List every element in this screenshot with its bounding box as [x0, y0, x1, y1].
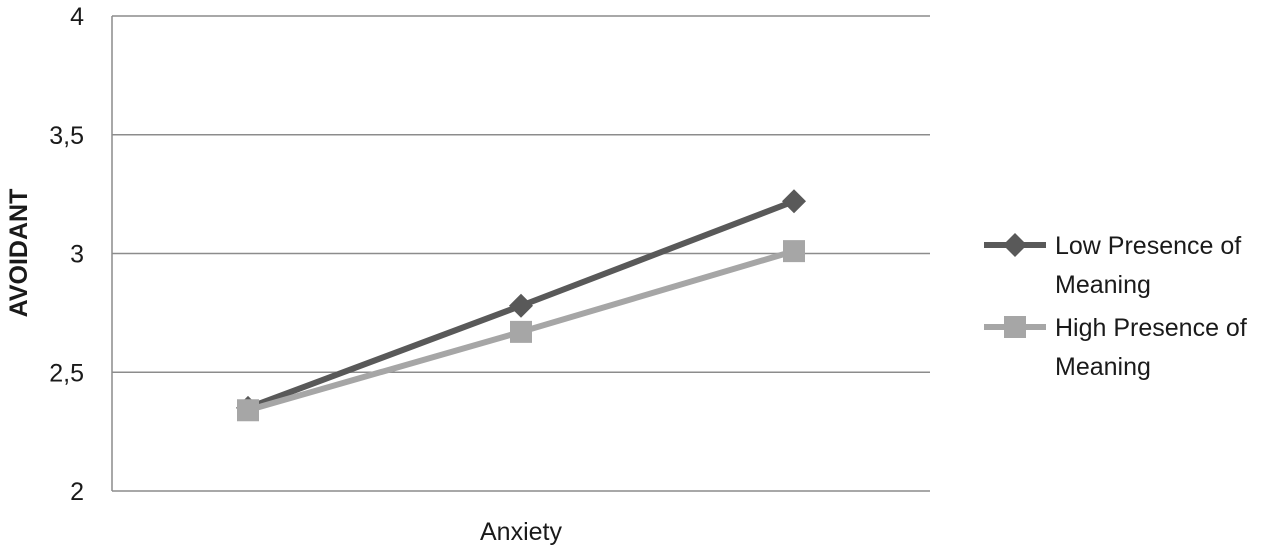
legend-label: Meaning — [1055, 353, 1151, 381]
data-point-marker — [237, 399, 259, 422]
legend-entry-2: High Presence of Meaning — [984, 314, 1247, 381]
legend-marker — [1003, 233, 1027, 257]
legend-marker — [1004, 316, 1026, 338]
legend-label: High Presence of — [1055, 314, 1247, 342]
y-tick-label: 3 — [70, 241, 84, 269]
legend-label: Low Presence of — [1055, 232, 1241, 260]
legend-entry-1: Low Presence of Meaning — [984, 232, 1241, 299]
y-tick-label: 2,5 — [49, 359, 84, 387]
series-layer — [236, 189, 806, 422]
legend: Low Presence of Meaning High Presence of Me… — [984, 232, 1247, 381]
y-tick-label: 4 — [70, 3, 84, 31]
data-point-marker — [782, 189, 806, 214]
y-tick-label: 3,5 — [49, 122, 84, 150]
data-point-marker — [509, 293, 533, 318]
series-1 — [236, 189, 806, 420]
gridlines — [112, 15, 930, 492]
y-axis-ticks: 2 2,5 3 3,5 4 — [49, 3, 84, 506]
y-tick-label: 2 — [70, 478, 84, 506]
y-axis-label: AVOIDANT — [5, 189, 33, 318]
data-point-marker — [510, 320, 532, 343]
x-axis-label: Anxiety — [480, 518, 562, 546]
legend-label: Meaning — [1055, 271, 1151, 299]
data-point-marker — [783, 240, 805, 263]
series-2 — [237, 240, 805, 422]
